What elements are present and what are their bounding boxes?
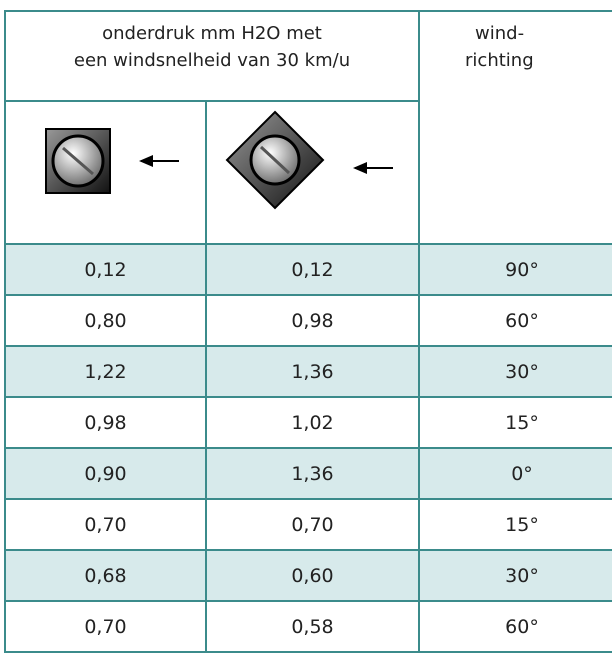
data-row: 1,22 1,36 30° (4, 345, 612, 398)
pressure-cell: 0,12 (204, 243, 421, 296)
pressure-cell: 0,58 (204, 600, 421, 653)
pressure-table: onderdruk mm H2O met een windsnelheid va… (3, 10, 612, 653)
pressure-cell: 0,68 (4, 549, 207, 602)
header-line: richting (465, 50, 534, 71)
direction-cell: 30° (418, 345, 612, 398)
data-row: 0,70 0,58 60° (4, 600, 612, 653)
pressure-cell: 1,36 (204, 447, 421, 500)
direction-cell: 0° (418, 447, 612, 500)
square-cap-icon (4, 100, 207, 245)
direction-cell: 15° (418, 498, 612, 551)
header-line: onderdruk mm H2O met (102, 23, 322, 44)
direction-cell: 60° (418, 600, 612, 653)
direction-cell: 15° (418, 396, 612, 449)
square-cap (44, 128, 179, 194)
pressure-cell: 1,02 (204, 396, 421, 449)
direction-header: wind- richting (418, 10, 612, 245)
data-row: 0,90 1,36 0° (4, 447, 612, 500)
pressure-cell: 1,22 (4, 345, 207, 398)
data-row: 0,12 0,12 90° (4, 243, 612, 296)
header-line: wind- (475, 23, 525, 44)
data-row: 0,80 0,98 60° (4, 294, 612, 347)
direction-cell: 60° (418, 294, 612, 347)
data-row: 0,70 0,70 15° (4, 498, 612, 551)
pressure-cell: 0,70 (4, 600, 207, 653)
direction-cell: 90° (418, 243, 612, 296)
pressure-cell: 0,98 (4, 396, 207, 449)
pressure-cell: 0,70 (4, 498, 207, 551)
diamond-cap-icon (204, 100, 421, 245)
header-line: een windsnelheid van 30 km/u (73, 50, 351, 71)
pressure-cell: 1,36 (204, 345, 421, 398)
direction-cell: 30° (418, 549, 612, 602)
pressure-cell: 0,98 (204, 294, 421, 347)
diamond-cap (225, 110, 393, 210)
pressure-cell: 0,12 (4, 243, 207, 296)
data-row: 0,98 1,02 15° (4, 396, 612, 449)
pressure-cell: 0,70 (204, 498, 421, 551)
pressure-cell: 0,60 (204, 549, 421, 602)
data-row: 0,68 0,60 30° (4, 549, 612, 602)
group-header: onderdruk mm H2O met een windsnelheid va… (3, 10, 421, 102)
pressure-cell: 0,80 (4, 294, 207, 347)
pressure-cell: 0,90 (4, 447, 207, 500)
